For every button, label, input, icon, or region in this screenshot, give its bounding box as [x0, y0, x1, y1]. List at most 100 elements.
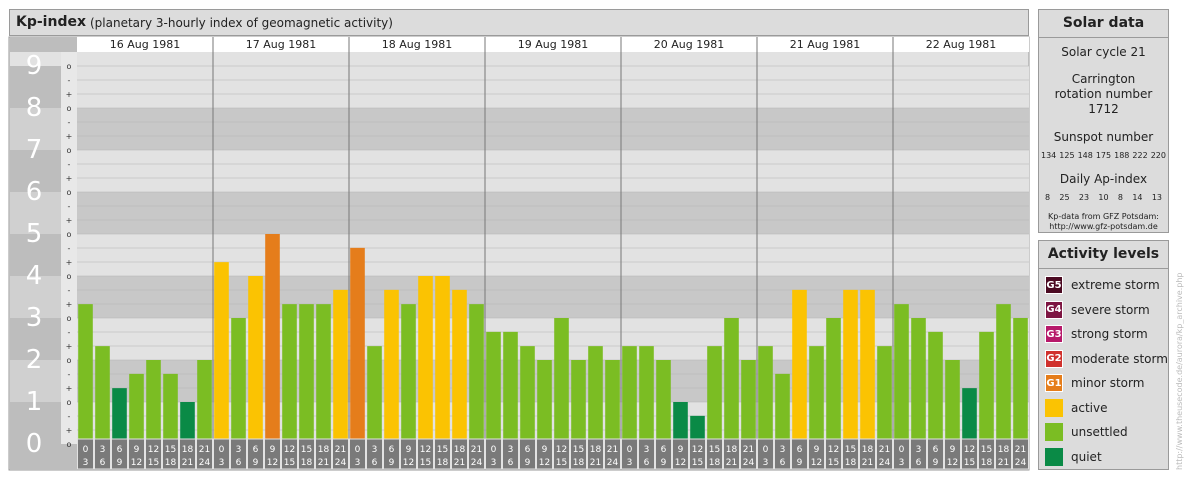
kp-bar [486, 331, 501, 444]
y-tick-label: 3 [26, 303, 43, 333]
minor-tick-label: - [68, 118, 71, 127]
kp-bar [741, 360, 756, 444]
solar-cycle: Solar cycle 21 [1061, 45, 1146, 59]
source-link[interactable]: http://www.gfz-potsdam.de [1049, 222, 1158, 231]
legend-swatch [1045, 447, 1063, 466]
interval-end-label: 21 [182, 458, 193, 468]
interval-box [451, 438, 468, 470]
kp-bar [163, 373, 178, 444]
title-bar [9, 9, 1029, 36]
interval-start-label: 18 [182, 445, 194, 455]
interval-box [893, 438, 910, 470]
chart-subtitle: (planetary 3-hourly index of geomagnetic… [90, 16, 393, 30]
day-header-strip [77, 37, 1029, 52]
minor-tick-label: - [68, 328, 71, 337]
interval-end-label: 6 [236, 458, 242, 468]
minor-tick-label: o [67, 62, 72, 71]
sunspot-value-2: 148 [1077, 151, 1093, 160]
legend-swatch [1045, 423, 1063, 441]
interval-box [400, 438, 417, 470]
interval-box [910, 438, 927, 470]
interval-box [944, 438, 961, 470]
interval-start-label: 6 [661, 445, 667, 455]
kp-bar [996, 304, 1011, 444]
interval-end-label: 3 [83, 458, 89, 468]
legend-item-unsettled: unsettled [1045, 422, 1128, 442]
interval-end-label: 18 [301, 458, 313, 468]
interval-start-label: 9 [270, 445, 276, 455]
sunspot-value-0: 134 [1041, 151, 1057, 160]
interval-box [162, 438, 179, 470]
minor-label-column [61, 52, 77, 444]
kp-bar [707, 346, 722, 444]
interval-end-label: 18 [845, 458, 857, 468]
interval-start-label: 6 [253, 445, 259, 455]
kp-bar [418, 276, 433, 444]
kp-bar [639, 346, 654, 444]
legend-item-quiet: quiet [1045, 447, 1102, 467]
interval-box [519, 438, 536, 470]
interval-start-label: 0 [219, 445, 225, 455]
interval-start-label: 3 [916, 445, 922, 455]
y-tick-label: 8 [26, 93, 43, 123]
y-tick-label: 4 [26, 261, 43, 291]
sunspot-value-6: 220 [1150, 151, 1166, 160]
minor-tick-label: o [67, 398, 72, 407]
interval-start-label: 15 [573, 445, 584, 455]
kp-bar [605, 360, 620, 444]
interval-end-label: 24 [879, 458, 891, 468]
minor-tick-label: - [68, 244, 71, 253]
interval-end-label: 21 [862, 458, 873, 468]
interval-end-label: 21 [998, 458, 1009, 468]
kp-bar [350, 247, 365, 444]
kp-bar [248, 276, 263, 444]
interval-start-label: 0 [83, 445, 89, 455]
ap-value-3: 10 [1098, 193, 1109, 202]
interval-box [842, 438, 859, 470]
interval-end-label: 12 [403, 458, 414, 468]
interval-start-label: 3 [780, 445, 786, 455]
interval-start-label: 0 [763, 445, 769, 455]
interval-box [604, 438, 621, 470]
interval-end-label: 24 [199, 458, 211, 468]
ap-value-0: 8 [1045, 193, 1051, 202]
interval-start-label: 15 [981, 445, 992, 455]
activity-levels-panel: Activity levels G5 extreme storm G4 severe … [1038, 240, 1169, 470]
sunspot-value-3: 175 [1095, 151, 1112, 160]
minor-tick-label: + [66, 342, 73, 351]
y-tick-label: 0 [26, 429, 43, 459]
minor-tick-label: o [67, 272, 72, 281]
interval-start-label: 3 [236, 445, 242, 455]
legend-item-active: active [1045, 398, 1107, 418]
y-band-label-bg [10, 37, 77, 52]
source-text: Kp-data from GFZ Potsdam: [1048, 212, 1159, 221]
legend-label: unsettled [1071, 425, 1128, 439]
interval-start-label: 18 [998, 445, 1010, 455]
interval-end-label: 18 [573, 458, 585, 468]
interval-box [383, 438, 400, 470]
interval-end-label: 24 [743, 458, 755, 468]
kp-bar [656, 360, 671, 444]
interval-start-label: 15 [437, 445, 448, 455]
minor-tick-label: - [68, 202, 71, 211]
kp-bar [911, 318, 926, 444]
interval-start-label: 3 [644, 445, 650, 455]
kp-bar [979, 331, 994, 444]
interval-start-label: 6 [525, 445, 531, 455]
kp-bar [571, 360, 586, 444]
watermark: http://www.theusecode.de/aurora/kp_archi… [1175, 272, 1184, 470]
kp-bar [384, 289, 399, 444]
minor-tick-label: o [67, 356, 72, 365]
minor-tick-label: + [66, 90, 73, 99]
day-label: 21 Aug 1981 [790, 38, 860, 51]
sunspot-value-1: 125 [1059, 151, 1075, 160]
interval-end-label: 12 [947, 458, 958, 468]
interval-box [672, 438, 689, 470]
kp-bar [129, 373, 144, 444]
plot-band [77, 192, 1029, 234]
kp-bar [792, 289, 807, 444]
activity-levels-heading: Activity levels [1039, 241, 1168, 269]
interval-start-label: 15 [165, 445, 176, 455]
interval-end-label: 9 [117, 458, 123, 468]
interval-end-label: 24 [1015, 458, 1027, 468]
